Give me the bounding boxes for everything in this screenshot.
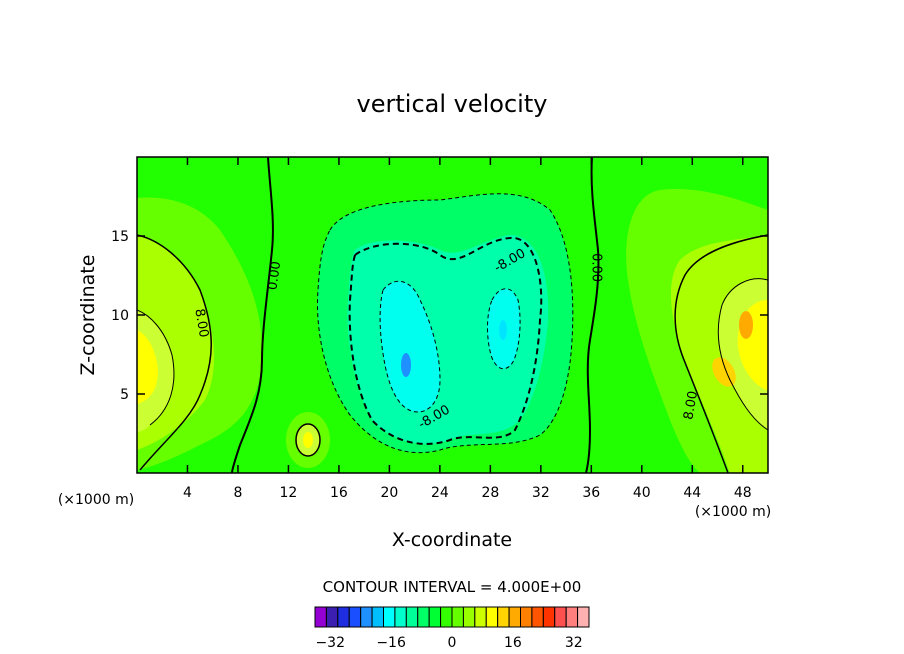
colorbar-cell	[348, 606, 362, 628]
contour-interval-text: CONTOUR INTERVAL = 4.000E+00	[323, 578, 582, 596]
colorbar-cell	[394, 606, 407, 628]
colorbar-tick-label: 16	[504, 635, 522, 651]
colorbar-cell	[565, 606, 579, 628]
chart-title: vertical velocity	[357, 90, 548, 118]
colorbar-cell	[474, 606, 487, 628]
contour-label: 0.00	[589, 253, 604, 282]
contour-label: 0.00	[265, 260, 284, 291]
x-unit-right: (×1000 m)	[695, 504, 771, 520]
x-tick-label: 24	[431, 485, 449, 501]
contour-zero-left	[231, 157, 274, 473]
x-unit-left: (×1000 m)	[58, 492, 134, 508]
contour-zero-right	[585, 157, 600, 473]
contour-pos-left	[137, 234, 212, 471]
contour-field	[137, 157, 768, 473]
y-tick-label: 5	[120, 387, 129, 403]
contour-pos-right	[674, 234, 768, 473]
colorbar-tick-label: −16	[376, 635, 406, 651]
x-axis-title: X-coordinate	[392, 529, 512, 551]
region-left-max	[137, 330, 158, 404]
colorbar-tick-label: 0	[448, 635, 457, 651]
contour-neg-12-right	[487, 288, 521, 370]
colorbar-cell	[542, 606, 556, 628]
colorbar-cell	[485, 606, 499, 628]
colorbar-cell	[337, 606, 350, 628]
x-tick-label: 44	[683, 485, 701, 501]
x-tick-label: 20	[380, 485, 398, 501]
y-axis-title: Z-coordinate	[77, 255, 99, 376]
colorbar-cell	[440, 606, 453, 628]
colorbar-cell	[325, 606, 339, 628]
colorbar-cell	[508, 606, 522, 628]
x-tick-label: 8	[233, 485, 242, 501]
y-tick-label: 10	[111, 308, 129, 324]
colorbar-cell	[383, 606, 396, 628]
region-center-min-right	[499, 320, 507, 340]
colorbar-cell	[360, 606, 373, 628]
x-tick-label: 40	[633, 485, 651, 501]
x-tick-label: 16	[330, 485, 348, 501]
colorbar-cell	[417, 606, 430, 628]
colorbar-cell	[577, 606, 590, 628]
colorbar-ticks: −32 −16 0 16 32	[315, 635, 582, 651]
contour-label: 8.00	[681, 390, 701, 421]
region-bottom-cell-peak	[303, 432, 313, 448]
colorbar-cell	[371, 606, 385, 628]
colorbar-cell	[554, 606, 567, 628]
colorbar-cell	[314, 606, 327, 628]
contour-pos-left-inner	[137, 309, 175, 426]
contour-neg-12-left	[379, 280, 441, 413]
colorbar-tick-label: −32	[315, 635, 345, 651]
region-center-core-left	[380, 281, 440, 412]
colorbar-cell	[520, 606, 533, 628]
y-tick-label: 15	[111, 229, 129, 245]
colorbar-cell	[531, 606, 544, 628]
x-tick-label: 28	[481, 485, 499, 501]
contour-label: 8.00	[191, 308, 211, 339]
colorbar-tick-label: 32	[565, 635, 583, 651]
x-tick-label: 32	[532, 485, 550, 501]
contour-neg-8	[348, 236, 543, 445]
y-axis: 5 10 15	[111, 229, 768, 403]
contour-bottom-cell	[295, 423, 321, 457]
colorbar	[314, 606, 590, 628]
x-tick-label: 4	[183, 485, 192, 501]
colorbar-cell	[462, 606, 476, 628]
contour-neg-outer	[317, 193, 574, 454]
x-axis: 4 8 12 16 20 24 28 32 36 40 44 48	[183, 157, 752, 501]
region-center-min-left	[401, 353, 411, 377]
region-right-peak	[739, 311, 753, 339]
colorbar-cell	[497, 606, 510, 628]
x-tick-label: 48	[734, 485, 752, 501]
colorbar-cell	[451, 606, 464, 628]
contour-lines	[137, 157, 768, 473]
colorbar-cell	[405, 606, 419, 628]
x-tick-label: 12	[280, 485, 298, 501]
colorbar-cell	[428, 606, 442, 628]
x-tick-label: 36	[582, 485, 600, 501]
contour-pos-right-inner	[717, 278, 768, 431]
